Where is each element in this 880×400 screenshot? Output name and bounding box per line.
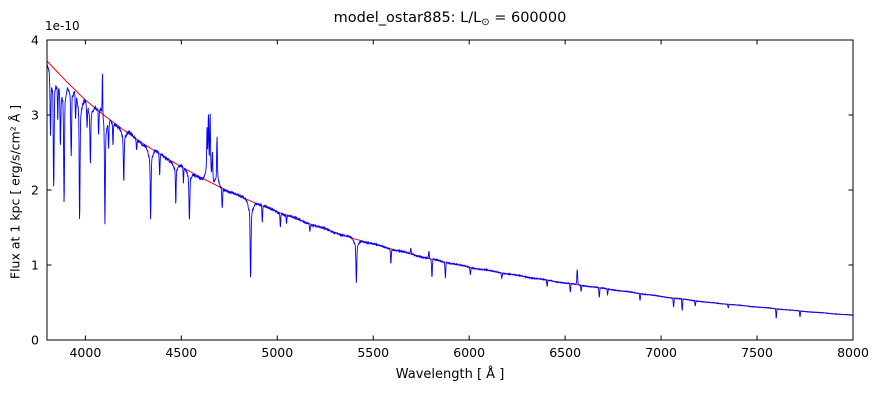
x-tick-label: 7500 (741, 345, 773, 360)
y-tick-label: 3 (31, 108, 39, 123)
spectrum-line (46, 63, 854, 319)
x-tick-label: 7000 (645, 345, 677, 360)
x-tick-label: 5000 (261, 345, 293, 360)
x-tick-label: 5500 (357, 345, 389, 360)
y-tick-label: 1 (31, 258, 39, 273)
x-axis-ticks: 4000 4500 5000 5500 6000 6500 7000 7500 8000 (69, 40, 869, 360)
chart-title-text: model_ostar885: L/L (333, 10, 482, 26)
x-axis-label: Wavelength [ Å ] (395, 367, 505, 382)
y-axis-label: Flux at 1 kpc [ erg/s/cm² Å ] (7, 104, 23, 280)
x-tick-label: 6000 (453, 345, 485, 360)
y-tick-label: 2 (31, 183, 39, 198)
y-axis-ticks: 0 1 2 3 4 (31, 33, 853, 348)
y-tick-label: 0 (31, 333, 39, 348)
chart-title: model_ostar885: L/L⊙ = 600000 (47, 10, 853, 28)
y-axis-offset-label: 1e-10 (45, 19, 80, 33)
x-tick-label: 6500 (549, 345, 581, 360)
sun-symbol-subscript: ⊙ (481, 17, 490, 28)
chart-title-value: = 600000 (489, 10, 567, 26)
x-tick-label: 4500 (165, 345, 197, 360)
y-tick-label: 4 (31, 33, 39, 48)
axes-frame (46, 39, 854, 341)
x-tick-label: 8000 (837, 345, 869, 360)
continuum-fit-line (46, 60, 854, 316)
x-tick-label: 4000 (69, 345, 101, 360)
